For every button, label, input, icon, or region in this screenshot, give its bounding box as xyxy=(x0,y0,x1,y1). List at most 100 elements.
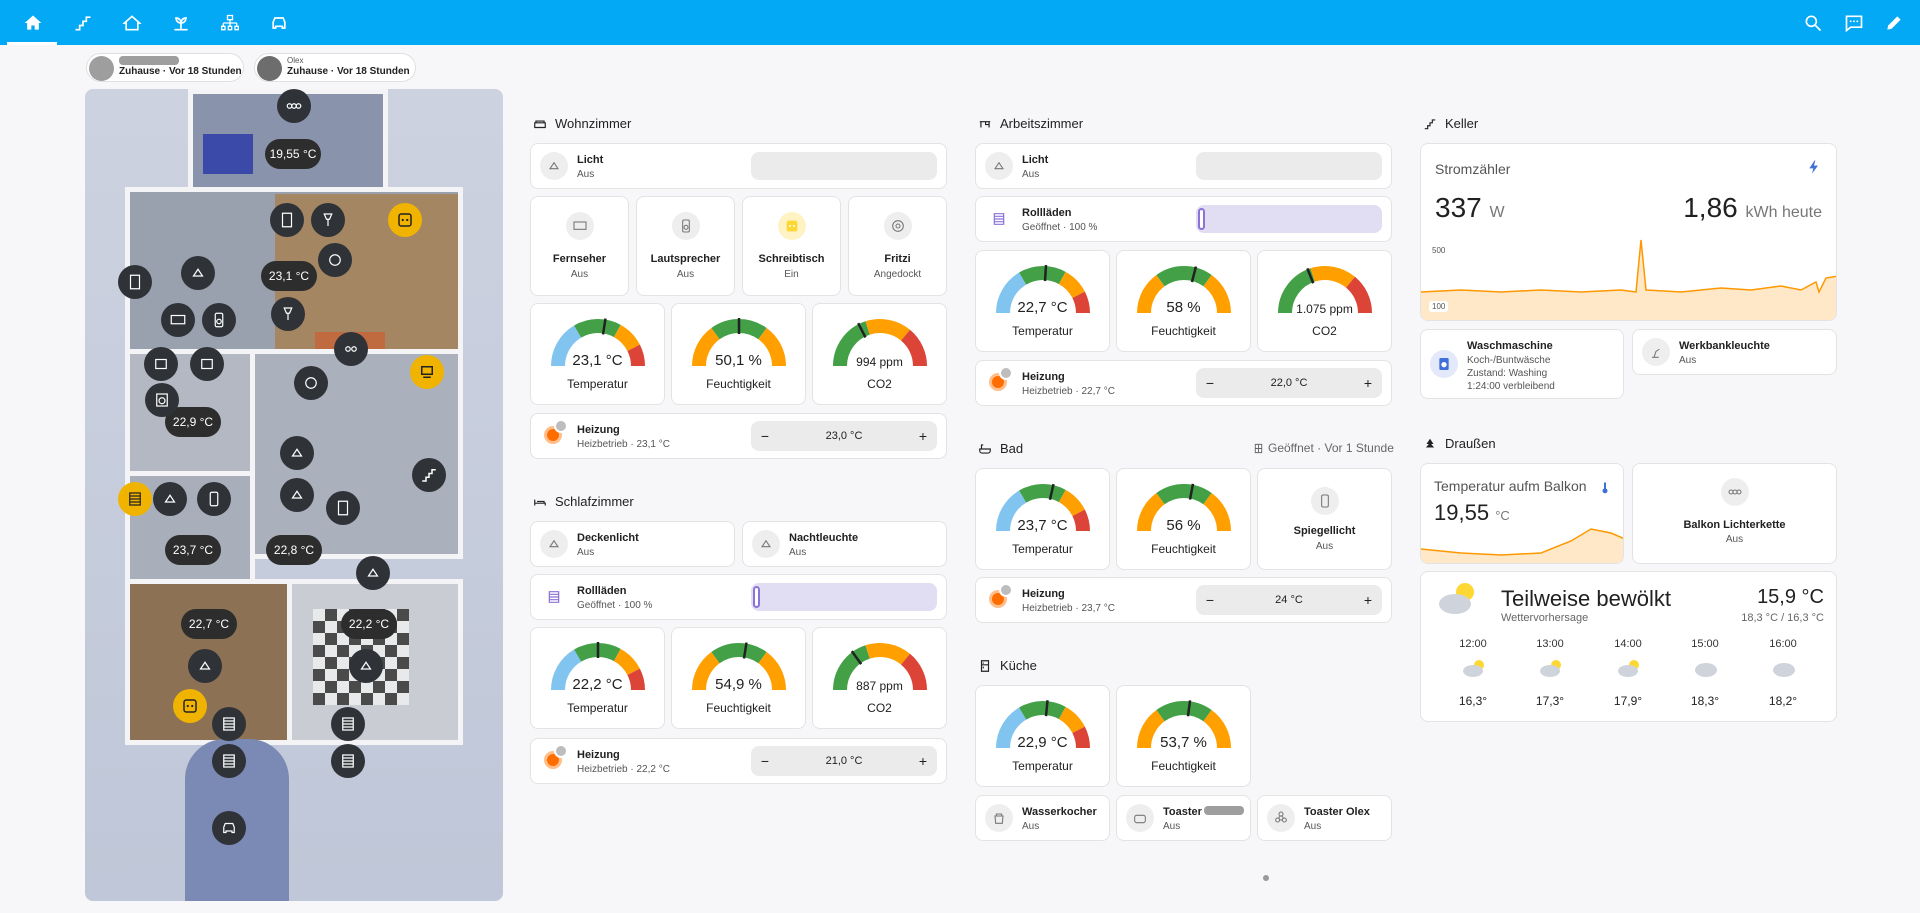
blinds-icon[interactable] xyxy=(331,744,365,778)
light-tile[interactable]: Licht Aus xyxy=(975,143,1392,189)
gauge-card[interactable]: 23,7 °C Temperatur xyxy=(975,468,1110,570)
weather-condition: Teilweise bewölkt xyxy=(1501,586,1671,611)
position-slider[interactable] xyxy=(751,583,937,611)
desk-socket-icon[interactable] xyxy=(410,355,444,389)
device-tile[interactable]: Lautsprecher Aus xyxy=(636,196,735,296)
light-tile[interactable]: Deckenlicht Aus xyxy=(530,521,735,567)
ceiling-light-icon[interactable] xyxy=(181,256,215,290)
page-indicator-dot[interactable] xyxy=(1263,875,1269,881)
person-badge-olex[interactable]: Olex Zuhause · Vor 18 Stunden xyxy=(254,53,416,82)
door-icon[interactable] xyxy=(118,265,152,299)
car-icon[interactable] xyxy=(212,811,246,845)
gauge-card[interactable]: 887 ppm CO2 xyxy=(812,627,947,729)
lamp-icon[interactable] xyxy=(271,297,305,331)
door-icon[interactable] xyxy=(270,203,304,237)
light-tile[interactable]: Nachtleuchte Aus xyxy=(742,521,947,567)
ceiling-light-icon[interactable] xyxy=(349,649,383,683)
socket-icon[interactable] xyxy=(173,689,207,723)
heating-tile[interactable]: Heizung Heizbetrieb · 22,2 °C − 21,0 °C … xyxy=(530,738,947,784)
gauge-card[interactable]: 53,7 % Feuchtigkeit xyxy=(1116,685,1251,787)
increase-button[interactable]: + xyxy=(1363,375,1373,391)
ceiling-light-icon[interactable] xyxy=(280,478,314,512)
device-tile[interactable]: Schreibtisch Ein xyxy=(742,196,841,296)
gauge-card[interactable]: 23,1 °C Temperatur xyxy=(530,303,665,405)
assist-icon[interactable] xyxy=(1840,9,1868,37)
toaster-tile[interactable]: Toaster Aus xyxy=(1116,795,1251,841)
blinds-icon[interactable] xyxy=(212,707,246,741)
cover-tile[interactable]: Rollläden Geöffnet · 100 % xyxy=(975,196,1392,242)
lights-chain-icon[interactable] xyxy=(334,332,368,366)
slider-handle[interactable] xyxy=(1198,208,1205,230)
lamp-icon[interactable] xyxy=(311,203,345,237)
tile-state: Aus xyxy=(789,547,807,558)
house-icon[interactable] xyxy=(118,9,146,37)
home-icon[interactable] xyxy=(19,9,47,37)
brightness-slider[interactable] xyxy=(1196,152,1382,180)
ceiling-light-icon[interactable] xyxy=(356,556,390,590)
gauge-card[interactable]: 58 % Feuchtigkeit xyxy=(1116,250,1251,352)
device-tile[interactable]: Fritzi Angedockt xyxy=(848,196,947,296)
light-chain-tile[interactable]: Balkon Lichterkette Aus xyxy=(1632,463,1837,564)
kettle-tile[interactable]: Wasserkocher Aus xyxy=(975,795,1110,841)
blinds-icon[interactable] xyxy=(118,482,152,516)
ceiling-light-icon[interactable] xyxy=(280,436,314,470)
washer-tile[interactable]: Waschmaschine Koch-/Buntwäsche Zustand: … xyxy=(1420,329,1624,399)
weather-card[interactable]: Teilweise bewölkt Wettervorhersage 15,9 … xyxy=(1420,571,1837,722)
mirror-light-tile[interactable]: Spiegellicht Aus xyxy=(1257,468,1392,570)
speaker-icon[interactable] xyxy=(202,303,236,337)
heating-tile[interactable]: Heizung Heizbetrieb · 23,1 °C − 23,0 °C … xyxy=(530,413,947,459)
gauge-card[interactable]: 50,1 % Feuchtigkeit xyxy=(671,303,806,405)
light-tile[interactable]: Licht Aus xyxy=(530,143,947,189)
decrease-button[interactable]: − xyxy=(760,428,770,444)
pencil-icon[interactable] xyxy=(1880,9,1908,37)
lights-chain-icon[interactable] xyxy=(277,89,311,123)
power-meter-card[interactable]: Stromzähler 337 W 1,86 kWh heute 500 100 xyxy=(1420,143,1837,321)
blinds-icon[interactable] xyxy=(212,744,246,778)
washer-icon[interactable] xyxy=(145,383,179,417)
cabinet-icon[interactable] xyxy=(144,347,178,381)
increase-button[interactable]: + xyxy=(1363,592,1373,608)
gauge-card[interactable]: 54,9 % Feuchtigkeit xyxy=(671,627,806,729)
search-icon[interactable] xyxy=(1799,9,1827,37)
gauge-card[interactable]: 1.075 ppm CO2 xyxy=(1257,250,1392,352)
heating-tile[interactable]: Heizung Heizbetrieb · 22,7 °C − 22,0 °C … xyxy=(975,360,1392,406)
slider-handle[interactable] xyxy=(753,586,760,608)
toaster-olex-tile[interactable]: Toaster Olex Aus xyxy=(1257,795,1392,841)
decrease-button[interactable]: − xyxy=(1205,592,1215,608)
brightness-slider[interactable] xyxy=(751,152,937,180)
decrease-button[interactable]: − xyxy=(1205,375,1215,391)
ceiling-light-icon[interactable] xyxy=(153,482,187,516)
increase-button[interactable]: + xyxy=(918,753,928,769)
gauge-card[interactable]: 994 ppm CO2 xyxy=(812,303,947,405)
ceiling-light-icon[interactable] xyxy=(188,649,222,683)
gauge-card[interactable]: 22,9 °C Temperatur xyxy=(975,685,1110,787)
increase-button[interactable]: + xyxy=(918,428,928,444)
window-status[interactable]: Geöffnet · Vor 1 Stunde xyxy=(1253,441,1394,455)
device-tile[interactable]: Fernseher Aus xyxy=(530,196,629,296)
stairs-icon[interactable] xyxy=(412,458,446,492)
tv-icon[interactable] xyxy=(161,303,195,337)
vacuum-icon[interactable] xyxy=(318,243,352,277)
mirror-light-icon[interactable] xyxy=(197,482,231,516)
balcony-temp-card[interactable]: Temperatur aufm Balkon 19,55 °C xyxy=(1420,463,1624,564)
person-badge[interactable]: Zuhause · Vor 18 Stunden xyxy=(86,53,244,82)
tile-name: Schreibtisch xyxy=(758,253,825,265)
gauge-card[interactable]: 56 % Feuchtigkeit xyxy=(1116,468,1251,570)
stairs-icon[interactable] xyxy=(69,9,97,37)
vacuum-icon[interactable] xyxy=(294,366,328,400)
cabinet-icon[interactable] xyxy=(190,347,224,381)
socket-icon[interactable] xyxy=(388,203,422,237)
car-icon[interactable] xyxy=(265,9,293,37)
garden-icon[interactable] xyxy=(167,9,195,37)
decrease-button[interactable]: − xyxy=(760,753,770,769)
heating-tile[interactable]: Heizung Heizbetrieb · 23,7 °C − 24 °C + xyxy=(975,577,1392,623)
network-icon[interactable] xyxy=(216,9,244,37)
gauge-card[interactable]: 22,7 °C Temperatur xyxy=(975,250,1110,352)
cover-tile[interactable]: Rollläden Geöffnet · 100 % xyxy=(530,574,947,620)
blinds-icon[interactable] xyxy=(331,707,365,741)
position-slider[interactable] xyxy=(1196,205,1382,233)
bench-light-tile[interactable]: Werkbankleuchte Aus xyxy=(1632,329,1837,375)
door-icon[interactable] xyxy=(326,491,360,525)
gauge-segment xyxy=(864,319,910,341)
gauge-card[interactable]: 22,2 °C Temperatur xyxy=(530,627,665,729)
